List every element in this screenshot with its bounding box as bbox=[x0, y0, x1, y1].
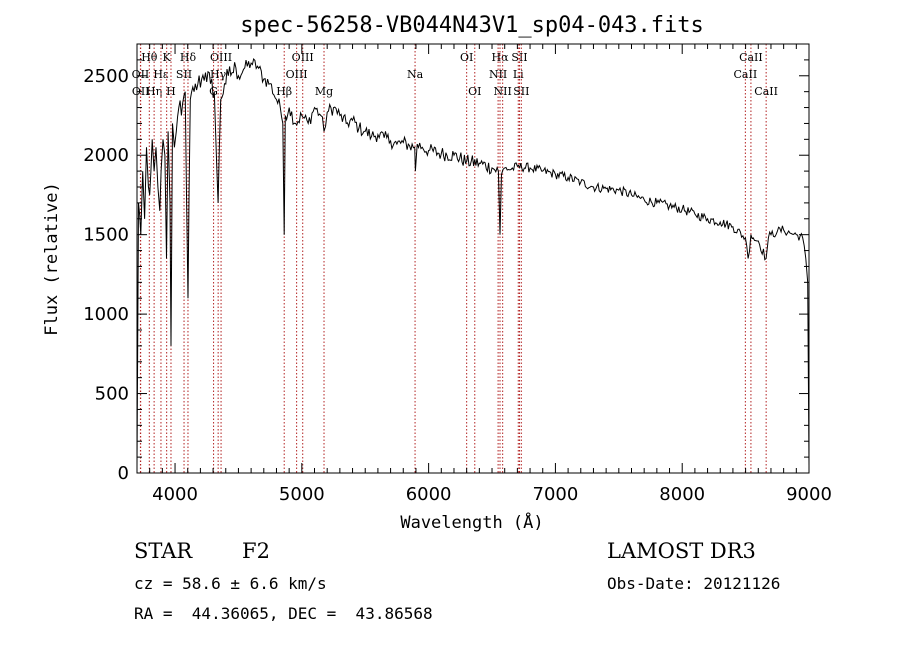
spectral-line-label: Hδ bbox=[180, 51, 197, 64]
plot-frame bbox=[136, 43, 810, 474]
spectral-line-label: K bbox=[163, 51, 172, 64]
spectral-line-label: Li bbox=[513, 68, 524, 81]
spectral-line-label: OIII bbox=[286, 68, 308, 81]
object-class: STAR bbox=[134, 539, 193, 563]
x-tick-label: 9000 bbox=[786, 484, 832, 505]
spectral-line-label: NII bbox=[489, 68, 507, 81]
axis-ticks: 4000 5000 6000 7000 8000 9000 0 500 1000 1500 2000… bbox=[83, 43, 832, 505]
x-tick-label: 4000 bbox=[152, 484, 198, 505]
spectral-line-label: OIII bbox=[292, 51, 314, 64]
y-tick-label: 500 bbox=[95, 384, 129, 405]
spectral-line-label: Hα bbox=[491, 51, 509, 64]
survey-name: LAMOST DR3 bbox=[607, 539, 756, 563]
x-axis-label: Wavelength (Å) bbox=[400, 511, 543, 533]
x-tick-label: 6000 bbox=[406, 484, 452, 505]
spectral-line-label: Mg bbox=[315, 85, 333, 98]
spectral-line-label: Hη bbox=[146, 85, 162, 98]
x-tick-label: 5000 bbox=[279, 484, 325, 505]
spectral-line-label: H bbox=[166, 85, 176, 98]
spectral-line-label: OIII bbox=[210, 51, 232, 64]
spectral-line-label: Hγ bbox=[210, 68, 227, 81]
y-axis-label: Flux (relative) bbox=[42, 182, 62, 336]
spectral-line-label: Na bbox=[407, 68, 424, 81]
spectral-line-label: Hβ bbox=[276, 85, 292, 98]
spectral-line-label: CaII bbox=[739, 51, 763, 64]
spectral-line-label: Hθ bbox=[141, 51, 158, 64]
object-subclass: F2 bbox=[242, 539, 270, 563]
observation-date: Obs-Date: 20121126 bbox=[607, 574, 781, 593]
spectral-line-label: CaII bbox=[734, 68, 758, 81]
spectral-line-label: SII bbox=[513, 85, 529, 98]
spectrum-line bbox=[136, 57, 810, 466]
spectral-line-label: SII bbox=[511, 51, 527, 64]
plot-border bbox=[136, 43, 810, 474]
x-tick-label: 7000 bbox=[533, 484, 579, 505]
spectral-line-label: CaII bbox=[754, 85, 778, 98]
spectral-line-label: OII bbox=[132, 68, 150, 81]
y-tick-label: 0 bbox=[118, 463, 129, 484]
spectral-line-label: NII bbox=[494, 85, 512, 98]
redshift-text: cz = 58.6 ± 6.6 km/s bbox=[134, 574, 327, 593]
y-tick-label: 1500 bbox=[83, 225, 129, 246]
chart-title: spec-56258-VB044N43V1_sp04-043.fits bbox=[240, 13, 704, 38]
spectral-line-label: G bbox=[209, 85, 218, 98]
spectral-line-label: OI bbox=[468, 85, 481, 98]
y-tick-label: 2500 bbox=[83, 66, 129, 87]
spectral-line-label: SII bbox=[176, 68, 192, 81]
coordinates-text: RA = 44.36065, DEC = 43.86568 bbox=[134, 604, 433, 623]
y-tick-label: 2000 bbox=[83, 145, 129, 166]
x-tick-label: 8000 bbox=[659, 484, 705, 505]
spectral-line-label: OI bbox=[460, 51, 473, 64]
y-tick-label: 1000 bbox=[83, 304, 129, 325]
spectral-line-label: Hε bbox=[153, 68, 169, 81]
